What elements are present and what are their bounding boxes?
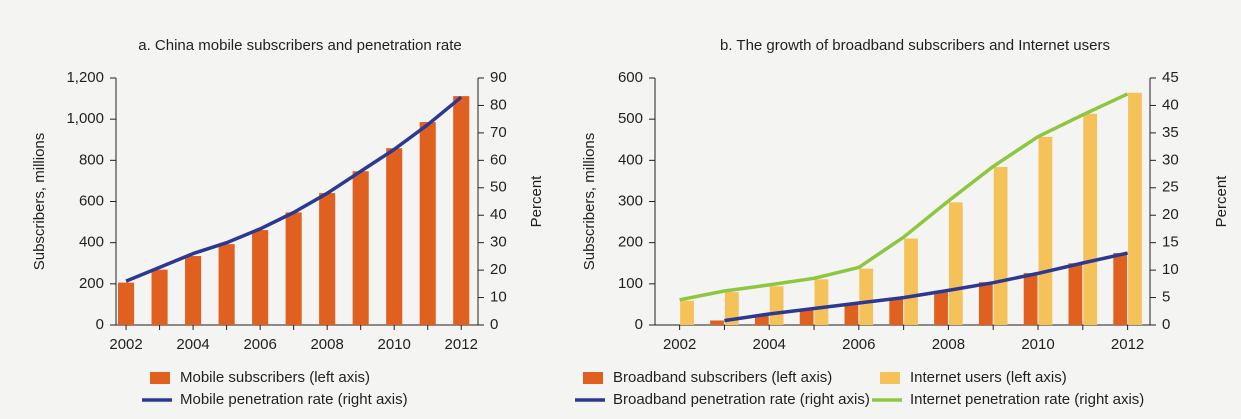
y2-tick-label: 80 [490, 96, 507, 113]
legend-label: Broadband penetration rate (right axis) [613, 391, 870, 408]
y-tick-label: 100 [618, 275, 643, 292]
line [679, 92, 1129, 302]
bar [889, 297, 904, 325]
x-tick-label: 2012 [445, 336, 478, 353]
y-tick-label: 400 [618, 151, 643, 168]
chart-panel: a. China mobile subscribers and penetrat… [31, 37, 545, 408]
bar [680, 300, 694, 325]
bar [844, 303, 859, 325]
legend-swatch [150, 372, 170, 384]
y2-tick-label: 70 [490, 124, 507, 141]
x-tick-label: 2002 [663, 336, 696, 353]
bar [769, 286, 784, 325]
bar [1068, 263, 1083, 325]
x-tick-label: 2012 [1111, 336, 1144, 353]
y2-tick-label: 10 [490, 289, 507, 306]
line [125, 95, 463, 283]
x-tick-label: 2010 [378, 336, 411, 353]
legend-label: Internet users (left axis) [910, 369, 1067, 386]
y2-tick-label: 15 [1162, 234, 1179, 251]
y2-tick-label: 30 [490, 234, 507, 251]
x-tick-label: 2002 [109, 336, 142, 353]
bar [185, 256, 202, 325]
bar [151, 269, 168, 325]
y-tick-label: 300 [618, 192, 643, 209]
y2-tick-label: 0 [1162, 316, 1170, 333]
bar [978, 282, 993, 325]
bar [419, 122, 436, 325]
chart-panel: b. The growth of broadband subscribers a… [575, 37, 1230, 408]
bar [754, 314, 769, 325]
y-tick-label: 1,200 [66, 69, 104, 86]
y-tick-label: 400 [79, 234, 104, 251]
legend-label: Mobile penetration rate (right axis) [180, 391, 408, 408]
y2-tick-label: 5 [1162, 289, 1170, 306]
y2-tick-label: 20 [490, 261, 507, 278]
bar [904, 238, 918, 325]
legend-swatch [583, 372, 603, 384]
bar [453, 96, 470, 325]
x-tick-label: 2006 [842, 336, 875, 353]
y2-tick-label: 45 [1162, 69, 1179, 86]
x-tick-label: 2006 [243, 336, 276, 353]
y2-tick-label: 0 [490, 316, 498, 333]
bar [1113, 252, 1128, 325]
y-tick-label: 600 [618, 69, 643, 86]
legend-label: Broadband subscribers (left axis) [613, 369, 832, 386]
y-tick-label: 200 [618, 234, 643, 251]
chart-title: a. China mobile subscribers and penetrat… [138, 37, 462, 54]
bar [799, 309, 814, 325]
bar [1128, 92, 1142, 325]
y2-tick-label: 40 [1162, 96, 1179, 113]
y-tick-label: 0 [96, 316, 104, 333]
y2-axis-label: Percent [1213, 175, 1230, 228]
bar [724, 292, 739, 325]
bar [386, 148, 403, 325]
bar [934, 290, 948, 325]
bar [710, 320, 724, 325]
y2-tick-label: 90 [490, 69, 507, 86]
y-tick-label: 500 [618, 110, 643, 127]
bar [118, 282, 135, 325]
y2-tick-label: 10 [1162, 261, 1179, 278]
x-tick-label: 2004 [176, 336, 209, 353]
legend-label: Mobile subscribers (left axis) [180, 369, 370, 386]
bar [252, 230, 269, 325]
y2-tick-label: 35 [1162, 124, 1179, 141]
x-tick-label: 2008 [932, 336, 965, 353]
bar [285, 212, 302, 325]
y2-tick-label: 60 [490, 151, 507, 168]
line [724, 251, 1128, 323]
y-tick-label: 200 [79, 275, 104, 292]
bar [859, 268, 874, 325]
y-tick-label: 800 [79, 151, 104, 168]
chart-title: b. The growth of broadband subscribers a… [720, 37, 1110, 54]
y2-tick-label: 30 [1162, 151, 1179, 168]
bar [352, 171, 369, 325]
x-tick-label: 2010 [1021, 336, 1054, 353]
y2-tick-label: 20 [1162, 206, 1179, 223]
bar [218, 244, 235, 325]
bar [1083, 113, 1098, 325]
y-axis-label: Subscribers, millions [31, 133, 48, 271]
y2-tick-label: 25 [1162, 179, 1179, 196]
x-tick-label: 2008 [310, 336, 343, 353]
y-tick-label: 1,000 [66, 110, 104, 127]
bar [319, 193, 336, 325]
legend-label: Internet penetration rate (right axis) [910, 391, 1144, 408]
bar [814, 279, 829, 325]
bar [1038, 136, 1053, 325]
y-tick-label: 0 [635, 316, 643, 333]
bar [1023, 273, 1038, 325]
y2-tick-label: 40 [490, 206, 507, 223]
legend-swatch [880, 372, 900, 384]
y2-axis-label: Percent [528, 175, 545, 228]
bar [948, 202, 963, 325]
bar [993, 166, 1008, 325]
y-axis-label: Subscribers, millions [581, 133, 598, 271]
y-tick-label: 600 [79, 192, 104, 209]
y2-tick-label: 50 [490, 179, 507, 196]
x-tick-label: 2004 [753, 336, 786, 353]
